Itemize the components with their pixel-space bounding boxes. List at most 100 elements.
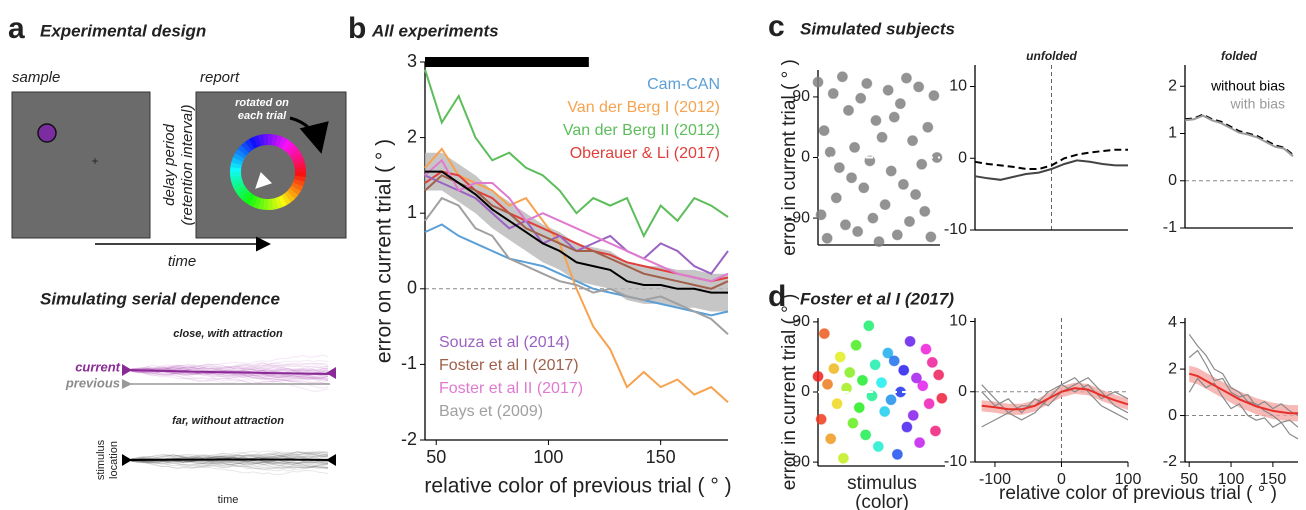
legend-entry: Bays et (2009) (439, 403, 543, 420)
series-line (974, 159, 1128, 181)
section-title: Simulating serial dependence (40, 289, 280, 308)
walk-trace (127, 367, 329, 377)
series-line (1188, 349, 1299, 417)
scatter-point (853, 402, 865, 414)
y-axis-label: error in current trial ( ° ) (779, 59, 800, 256)
wheel-segment (267, 198, 273, 211)
walk-trace (127, 366, 328, 373)
walk-trace (127, 459, 329, 472)
scatter-point (827, 88, 839, 100)
y-tick-label: 3 (407, 51, 417, 71)
walk-trace (127, 364, 329, 373)
legend-entry: Cam-CAN (647, 76, 720, 93)
walk-trace (127, 454, 329, 464)
x-tick-label: 150 (646, 447, 676, 467)
scatter-point (882, 84, 894, 96)
scatter-point (855, 92, 867, 104)
legend-entry: with bias (1230, 96, 1285, 112)
scatter-point (929, 425, 941, 437)
x-tick-label: 100 (1218, 471, 1245, 488)
previous-label: previous (65, 375, 120, 390)
wheel-segment (294, 175, 306, 183)
marker (326, 367, 336, 379)
scatter-point (869, 359, 881, 371)
y-tick-label: -10 (944, 453, 967, 470)
walk-trace (127, 354, 329, 372)
scatter-point (936, 392, 948, 404)
wheel-segment (253, 135, 262, 148)
marker (122, 364, 132, 376)
scatter-point (891, 229, 903, 241)
wheel-segment (271, 134, 279, 146)
report-label: report (200, 69, 240, 86)
scatter-point (933, 369, 945, 381)
walk-trace (127, 369, 329, 386)
mean-line (425, 170, 728, 294)
wheel-segment (258, 134, 265, 146)
series-line (1188, 377, 1299, 440)
series-line (424, 158, 729, 283)
panel-title: Experimental design (40, 21, 206, 40)
y-tick-label: -1 (401, 353, 417, 373)
scatter-point (882, 347, 894, 359)
wheel-segment (230, 175, 242, 182)
x-tick-label: 150 (1260, 471, 1287, 488)
scatter-point (821, 232, 833, 244)
walk-trace (127, 369, 329, 385)
scatter-point (873, 236, 885, 248)
walk-trace (127, 369, 329, 382)
wheel-segment (237, 145, 249, 156)
rotation-note: each trial (238, 110, 287, 122)
wheel-segment (231, 157, 244, 165)
scatter-point (812, 76, 824, 88)
wheel-segment (281, 139, 292, 151)
scatter-point (922, 121, 934, 133)
time-label: time (218, 494, 239, 506)
wheel-segment (294, 167, 307, 173)
current-mean (127, 369, 331, 375)
scatter-point (844, 367, 856, 379)
series-line (981, 383, 1129, 428)
wheel-segment (289, 185, 301, 196)
walk-trace (127, 364, 329, 374)
wheel-segment (257, 198, 265, 210)
y-axis-label: error on current trial ( ° ) (373, 139, 396, 363)
report-screen (195, 91, 347, 239)
y-tick-label: 0 (1168, 407, 1177, 424)
panel-title: Foster et al I (2017) (800, 289, 954, 308)
y-tick-label: 10 (949, 313, 967, 330)
scatter-point (916, 158, 928, 170)
series-line (981, 376, 1129, 414)
wheel-segment (271, 198, 278, 210)
panel-label: a (8, 12, 25, 45)
x-tick-label: 100 (533, 447, 563, 467)
walk-trace (127, 456, 329, 464)
x-tick-label: -100 (979, 471, 1011, 488)
scatter-point (847, 417, 859, 429)
scatter-point (822, 378, 834, 390)
scatter-point (897, 178, 909, 190)
x-axis-label: (color) (855, 492, 909, 510)
wheel-segment (291, 182, 304, 192)
scatter-point (907, 135, 919, 147)
y-tick-label: 2 (1168, 360, 1177, 377)
legend-entry: Oberauer & Li (2017) (570, 145, 720, 162)
panel-label: b (348, 12, 366, 45)
walk-trace (127, 453, 329, 463)
walk-trace (127, 451, 329, 461)
scatter-point (931, 152, 943, 163)
walk-trace (127, 369, 329, 392)
wheel-segment (253, 196, 261, 209)
scatter-point (858, 182, 870, 194)
delay-label: (retention interval) (179, 105, 196, 226)
scatter-point (841, 382, 853, 394)
scatter-point (843, 104, 854, 116)
walk-trace (127, 362, 329, 371)
scatter-point (863, 320, 875, 332)
y-tick-label: 0 (801, 149, 810, 166)
wheel-segment (292, 157, 305, 166)
walk-trace (127, 450, 329, 461)
scatter-point (825, 433, 837, 445)
x-tick-label: 0 (1057, 471, 1066, 488)
